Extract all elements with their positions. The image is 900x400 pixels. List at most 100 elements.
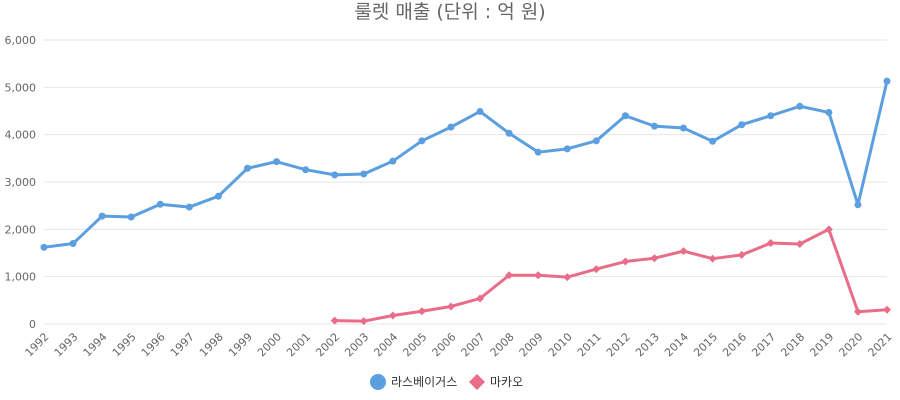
series-0-point[interactable] bbox=[767, 112, 775, 120]
x-tick-label: 2020 bbox=[837, 330, 866, 359]
series-0-point[interactable] bbox=[738, 121, 746, 129]
series-1-point[interactable] bbox=[621, 257, 630, 266]
series-0-point[interactable] bbox=[40, 243, 48, 251]
x-tick-label: 2019 bbox=[807, 330, 836, 359]
series-0-point[interactable] bbox=[98, 212, 106, 220]
series-0-point[interactable] bbox=[680, 124, 688, 132]
legend-marker-diamond bbox=[469, 374, 485, 390]
series-0-point[interactable] bbox=[214, 192, 222, 200]
series-0-point[interactable] bbox=[447, 123, 455, 131]
series-0-point[interactable] bbox=[69, 240, 77, 248]
x-tick-label: 2009 bbox=[517, 330, 546, 359]
legend-item-1[interactable]: 마카오 bbox=[469, 374, 523, 390]
legend-item-0[interactable]: 라스베이거스 bbox=[370, 374, 457, 390]
x-tick-label: 2004 bbox=[371, 330, 400, 359]
series-0-point[interactable] bbox=[709, 137, 717, 145]
x-tick-label: 2011 bbox=[575, 330, 604, 359]
series-1-point[interactable] bbox=[853, 307, 862, 316]
x-tick-label: 1997 bbox=[168, 330, 197, 359]
x-tick-label: 1994 bbox=[81, 330, 110, 359]
series-1-point[interactable] bbox=[476, 294, 485, 303]
y-tick-label: 4,000 bbox=[5, 129, 37, 142]
series-1-point[interactable] bbox=[446, 302, 455, 311]
series-1-point[interactable] bbox=[766, 239, 775, 248]
x-tick-label: 2010 bbox=[546, 330, 575, 359]
series-0-point[interactable] bbox=[476, 107, 484, 115]
series-1-point[interactable] bbox=[417, 307, 426, 316]
series-0-point[interactable] bbox=[563, 145, 571, 153]
x-tick-label: 2015 bbox=[691, 330, 720, 359]
series-0-point[interactable] bbox=[360, 170, 368, 178]
x-axis-ticks: 1992 1993 1994 1995 1996 1997 1998 1999 2000 2001… bbox=[23, 330, 895, 359]
series-0-point[interactable] bbox=[534, 148, 542, 156]
legend-label: 마카오 bbox=[490, 375, 523, 389]
x-tick-label: 2008 bbox=[488, 330, 517, 359]
series-0-point[interactable] bbox=[389, 157, 397, 165]
series-1 bbox=[330, 225, 891, 326]
x-tick-label: 1996 bbox=[139, 330, 168, 359]
y-tick-label: 6,000 bbox=[5, 34, 37, 47]
series-1-point[interactable] bbox=[330, 316, 339, 325]
x-tick-label: 2018 bbox=[778, 330, 807, 359]
series-1-point[interactable] bbox=[824, 225, 833, 234]
series-1-point[interactable] bbox=[534, 271, 543, 280]
series-1-point[interactable] bbox=[679, 247, 688, 256]
chart-title: 룰렛 매출 (단위 : 억 원) bbox=[354, 1, 545, 23]
series-1-point[interactable] bbox=[650, 254, 659, 263]
series-0-point[interactable] bbox=[302, 166, 310, 174]
series-0-point[interactable] bbox=[505, 129, 513, 137]
x-tick-label: 2013 bbox=[633, 330, 662, 359]
series-0 bbox=[40, 77, 891, 251]
series-0-point[interactable] bbox=[331, 171, 339, 179]
y-tick-label: 2,000 bbox=[5, 223, 37, 236]
series-0-point[interactable] bbox=[825, 108, 833, 116]
series-1-point[interactable] bbox=[563, 273, 572, 282]
series-1-point[interactable] bbox=[708, 254, 717, 263]
x-tick-label: 2002 bbox=[313, 330, 342, 359]
series-1-point[interactable] bbox=[359, 317, 368, 326]
series-0-point[interactable] bbox=[592, 137, 600, 145]
legend-marker-circle bbox=[370, 374, 386, 390]
x-tick-label: 2012 bbox=[604, 330, 633, 359]
legend[interactable]: 라스베이거스 마카오 bbox=[370, 374, 523, 390]
series-0-point[interactable] bbox=[796, 102, 804, 110]
y-tick-label: 0 bbox=[29, 318, 36, 331]
series-1-point[interactable] bbox=[883, 305, 891, 314]
grid bbox=[44, 39, 887, 325]
series-group bbox=[40, 77, 891, 326]
series-0-point[interactable] bbox=[418, 137, 426, 145]
x-tick-label: 2000 bbox=[255, 330, 284, 359]
series-0-point[interactable] bbox=[883, 77, 891, 85]
x-tick-label: 2003 bbox=[342, 330, 371, 359]
y-tick-label: 3,000 bbox=[5, 176, 37, 189]
series-0-point[interactable] bbox=[273, 158, 281, 166]
series-0-point[interactable] bbox=[854, 201, 862, 209]
y-axis-ticks: 0 1,000 2,000 3,000 4,000 5,000 6,000 bbox=[5, 34, 37, 331]
legend-label: 라스베이거스 bbox=[391, 375, 457, 389]
x-tick-label: 2016 bbox=[720, 330, 749, 359]
y-tick-label: 5,000 bbox=[5, 81, 37, 94]
x-tick-label: 2006 bbox=[430, 330, 459, 359]
x-tick-label: 1995 bbox=[110, 330, 139, 359]
x-tick-label: 1993 bbox=[52, 330, 81, 359]
x-tick-label: 2017 bbox=[749, 330, 778, 359]
x-tick-label: 2021 bbox=[866, 330, 895, 359]
x-tick-label: 2014 bbox=[662, 330, 691, 359]
x-tick-label: 1992 bbox=[23, 330, 52, 359]
series-1-point[interactable] bbox=[795, 240, 804, 249]
series-1-point[interactable] bbox=[505, 271, 514, 280]
series-1-point[interactable] bbox=[737, 250, 746, 259]
series-1-point[interactable] bbox=[388, 311, 397, 320]
series-0-point[interactable] bbox=[621, 112, 629, 120]
x-tick-label: 2007 bbox=[459, 330, 488, 359]
series-0-point[interactable] bbox=[243, 164, 251, 172]
series-0-point[interactable] bbox=[127, 213, 135, 221]
series-0-point[interactable] bbox=[185, 203, 193, 211]
x-tick-label: 1999 bbox=[226, 330, 255, 359]
series-0-point[interactable] bbox=[156, 200, 164, 208]
series-1-line bbox=[333, 227, 889, 323]
series-1-point[interactable] bbox=[592, 265, 601, 274]
series-0-point[interactable] bbox=[650, 122, 658, 130]
